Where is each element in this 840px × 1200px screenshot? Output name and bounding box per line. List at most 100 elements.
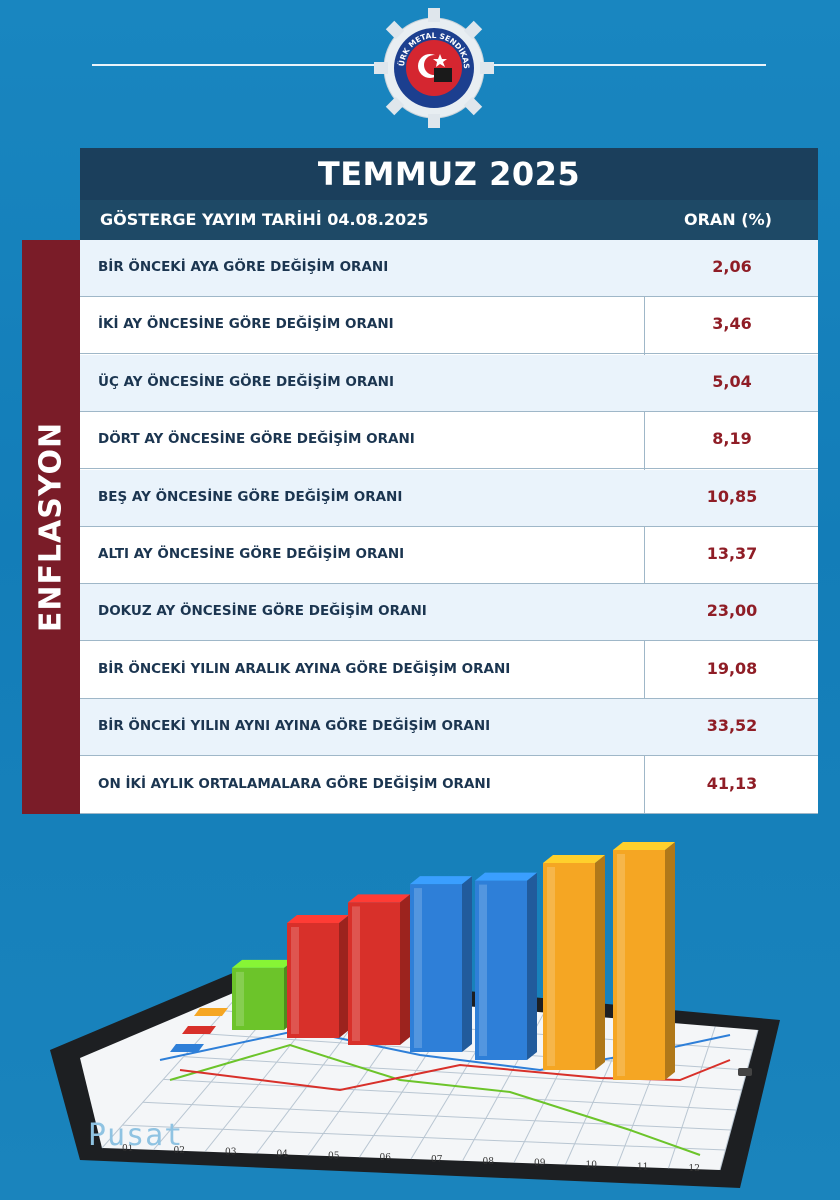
trend-line [169,1043,701,1156]
bar-highlight [479,884,487,1056]
axis-tick-label: 09 [534,1159,546,1169]
table-row: BİR ÖNCEKİ YILIN ARALIK AYINA GÖRE DEĞİŞ… [80,642,818,699]
bar-front [410,884,462,1052]
bar-highlight [414,888,422,1048]
bar-side [665,842,675,1080]
row-value: 8,19 [712,429,752,449]
axis-tick-label: 06 [380,1153,392,1163]
table-row: ÜÇ AY ÖNCESİNE GÖRE DEĞİŞİM ORANI 5,04 [80,354,818,412]
bar-front [475,880,527,1060]
table-row: İKİ AY ÖNCESİNE GÖRE DEĞİŞİM ORANI 3,46 [80,297,818,355]
row-label: BİR ÖNCEKİ AYA GÖRE DEĞİŞİM ORANI [98,259,389,275]
axis-tick-label: 01 [122,1144,133,1154]
table-row: DÖRT AY ÖNCESİNE GÖRE DEĞİŞİM ORANI 8,19 [80,412,818,470]
axis-tick-label: 10 [586,1160,598,1170]
bar-highlight [291,927,299,1034]
row-value: 41,13 [706,773,758,793]
chart-bar [475,872,537,1060]
table-row: DOKUZ AY ÖNCESİNE GÖRE DEĞİŞİM ORANI 23,0… [80,584,818,642]
grid-line [163,1078,737,1111]
axis-tick-label: 08 [483,1157,495,1167]
grid-line [183,1056,742,1091]
trend-line [179,1059,731,1092]
grid-line [142,1101,731,1131]
row-label: BEŞ AY ÖNCESİNE GÖRE DEĞİŞİM ORANI [98,488,403,505]
table-header: GÖSTERGE YAYIM TARİHİ 04.08.2025 ORAN (%… [80,200,818,240]
bar-side [595,855,605,1070]
tablet-button [738,1068,752,1076]
row-value: 23,00 [706,601,758,621]
chart-bar [232,959,294,1030]
bar-side [462,876,472,1052]
inflation-table: TEMMUZ 2025 GÖSTERGE YAYIM TARİHİ 04.08.… [22,148,818,814]
axis-tick-label: 02 [174,1146,185,1156]
bar-side [527,872,537,1060]
legend-swatch [182,1026,216,1034]
chart-bar [287,915,349,1038]
row-value: 13,37 [706,544,758,563]
axis-tick-label: 12 [689,1164,700,1174]
bar-front [287,923,339,1038]
axis-tick-label: 05 [328,1151,340,1161]
table-row: BİR ÖNCEKİ AYA GÖRE DEĞİŞİM ORANI 2,06 [80,240,818,297]
legend-swatch [170,1044,204,1052]
row-label: DÖRT AY ÖNCESİNE GÖRE DEĞİŞİM ORANI [98,431,415,448]
row-label: ÜÇ AY ÖNCESİNE GÖRE DEĞİŞİM ORANI [98,373,394,390]
side-label: ENFLASYON [22,240,80,814]
chart-bar [348,894,410,1045]
bar-front [348,902,400,1045]
bar-highlight [236,971,244,1026]
chart-bar [543,855,605,1070]
row-value: 3,46 [712,314,752,334]
table-title-text: TEMMUZ 2025 [317,155,581,193]
row-label: İKİ AY ÖNCESİNE GÖRE DEĞİŞİM ORANI [98,316,394,333]
row-label: ALTI AY ÖNCESİNE GÖRE DEĞİŞİM ORANI [98,546,405,562]
bar-highlight [352,906,360,1041]
axis-tick-label: 03 [225,1148,237,1158]
row-value: 19,08 [706,658,758,678]
chart-bar [613,842,675,1080]
column-divider [644,240,645,814]
bar-top [287,915,349,923]
row-value: 10,85 [706,486,758,506]
bar-top [348,894,410,903]
bar-top [543,855,605,863]
row-label: ON İKİ AYLIK ORTALAMALARA GÖRE DEĞİŞİM O… [98,775,491,792]
legend-swatch [194,1008,228,1016]
grid-line [719,1029,759,1171]
axis-tick-label: 11 [637,1162,648,1172]
row-value: 33,52 [706,716,758,736]
table-row: BİR ÖNCEKİ YILIN AYNI AYINA GÖRE DEĞİŞİM… [80,699,818,757]
watermark: Pusat [88,1118,184,1153]
bar-top [410,876,472,885]
table-row: ALTI AY ÖNCESİNE GÖRE DEĞİŞİM ORANI 13,37 [80,527,818,584]
row-label: BİR ÖNCEKİ YILIN AYNI AYINA GÖRE DEĞİŞİM… [98,718,491,735]
bar-highlight [617,854,625,1076]
grid-line [122,1124,726,1151]
table-row: BEŞ AY ÖNCESİNE GÖRE DEĞİŞİM ORANI 10,85 [80,469,818,527]
bar-chart-illustration: 01 02 03 04 05 06 07 08 09 10 11 12 [50,842,780,1188]
header-publish-date: GÖSTERGE YAYIM TARİHİ 04.08.2025 [100,210,429,229]
bar-highlight [547,867,555,1066]
table-body: BİR ÖNCEKİ AYA GÖRE DEĞİŞİM ORANI 2,06 İKİ… [80,240,818,814]
header-rate: ORAN (%) [684,210,772,229]
turk-metal-sendikasi-logo: TÜRK METAL SENDİKASI [372,6,494,128]
bar-front [613,850,665,1080]
bar-top [475,872,537,881]
bar-side [400,894,410,1045]
header-divider-left [92,64,374,66]
row-label: BİR ÖNCEKİ YILIN ARALIK AYINA GÖRE DEĞİŞ… [98,660,511,677]
bar-top [232,959,294,968]
bar-front [543,863,595,1070]
grid-line [668,1026,716,1169]
bar-front [232,967,284,1030]
row-value: 2,06 [712,257,752,276]
axis-tick-label: 04 [277,1149,289,1159]
header-divider-right [492,64,766,66]
table-title: TEMMUZ 2025 [80,148,818,200]
row-value: 5,04 [712,371,752,391]
chart-bar [410,876,472,1052]
row-label: DOKUZ AY ÖNCESİNE GÖRE DEĞİŞİM ORANI [98,603,427,620]
axis-tick-label: 07 [431,1155,443,1165]
bar-top [613,842,675,850]
